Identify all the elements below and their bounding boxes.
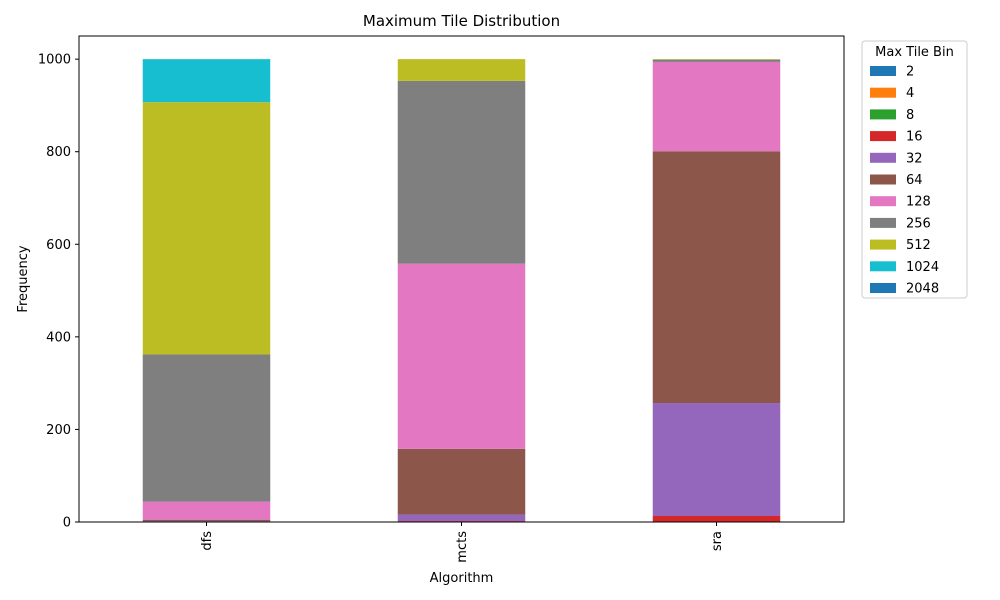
legend-swatch-32 <box>870 152 896 163</box>
bar-dfs-256 <box>142 354 271 502</box>
bar-sra-32 <box>652 403 781 516</box>
legend-label-64: 64 <box>906 173 923 188</box>
bar-dfs-1024 <box>142 59 271 103</box>
bar-mcts-128 <box>397 263 526 449</box>
bar-mcts-512 <box>397 59 526 81</box>
legend-label-256: 256 <box>906 216 931 231</box>
x-axis: dfs mcts sra <box>200 522 725 563</box>
bar-sra-128 <box>652 61 781 152</box>
legend-label-2: 2 <box>906 65 914 80</box>
y-tick-label: 600 <box>46 238 71 253</box>
legend-label-4: 4 <box>906 86 914 101</box>
bar-sra-256 <box>652 59 781 62</box>
x-tick-label-dfs: dfs <box>200 531 215 551</box>
bars-layer <box>142 59 781 522</box>
legend-swatch-1024 <box>870 261 896 272</box>
legend-frame <box>861 40 968 299</box>
chart-title: Maximum Tile Distribution <box>363 12 560 30</box>
legend-swatch-8 <box>870 109 896 120</box>
legend-label-1024: 1024 <box>906 260 939 275</box>
legend-items: 2 4 8 16 32 64 128 256 512 1024 2048 <box>870 65 939 297</box>
bar-sra-16 <box>652 515 781 522</box>
legend-swatch-2048 <box>870 283 896 293</box>
legend: Max Tile Bin 2 4 8 16 32 64 128 256 512 1024 2048 <box>861 40 968 299</box>
legend-label-128: 128 <box>906 195 931 210</box>
bar-mcts-64 <box>397 448 526 515</box>
y-tick-label: 0 <box>63 516 71 531</box>
legend-swatch-512 <box>870 239 896 250</box>
legend-label-16: 16 <box>906 130 923 145</box>
bar-dfs-128 <box>142 501 271 520</box>
bar-dfs-512 <box>142 102 271 355</box>
x-tick-label-mcts: mcts <box>455 531 470 563</box>
y-tick-label: 400 <box>46 330 71 345</box>
legend-swatch-16 <box>870 131 896 142</box>
y-axis-label: Frequency <box>16 245 31 312</box>
legend-label-2048: 2048 <box>906 282 939 297</box>
legend-swatch-2 <box>870 66 896 76</box>
y-tick-label: 800 <box>46 145 71 160</box>
legend-swatch-128 <box>870 196 896 207</box>
bar-sra-64 <box>652 151 781 404</box>
legend-swatch-256 <box>870 217 896 228</box>
x-tick-label-sra: sra <box>710 531 725 551</box>
legend-label-512: 512 <box>906 238 931 253</box>
legend-title: Max Tile Bin <box>875 45 954 60</box>
y-tick-label: 1000 <box>38 53 71 68</box>
legend-swatch-4 <box>870 87 896 98</box>
bar-mcts-32 <box>397 514 526 522</box>
x-axis-label: Algorithm <box>430 571 494 586</box>
bar-mcts-256 <box>397 80 526 264</box>
legend-label-8: 8 <box>906 108 914 123</box>
y-axis: 0 200 400 600 800 1000 <box>38 53 79 531</box>
legend-swatch-64 <box>870 174 896 185</box>
legend-label-32: 32 <box>906 151 923 166</box>
bar-dfs-64 <box>142 519 271 522</box>
y-tick-label: 200 <box>46 423 71 438</box>
